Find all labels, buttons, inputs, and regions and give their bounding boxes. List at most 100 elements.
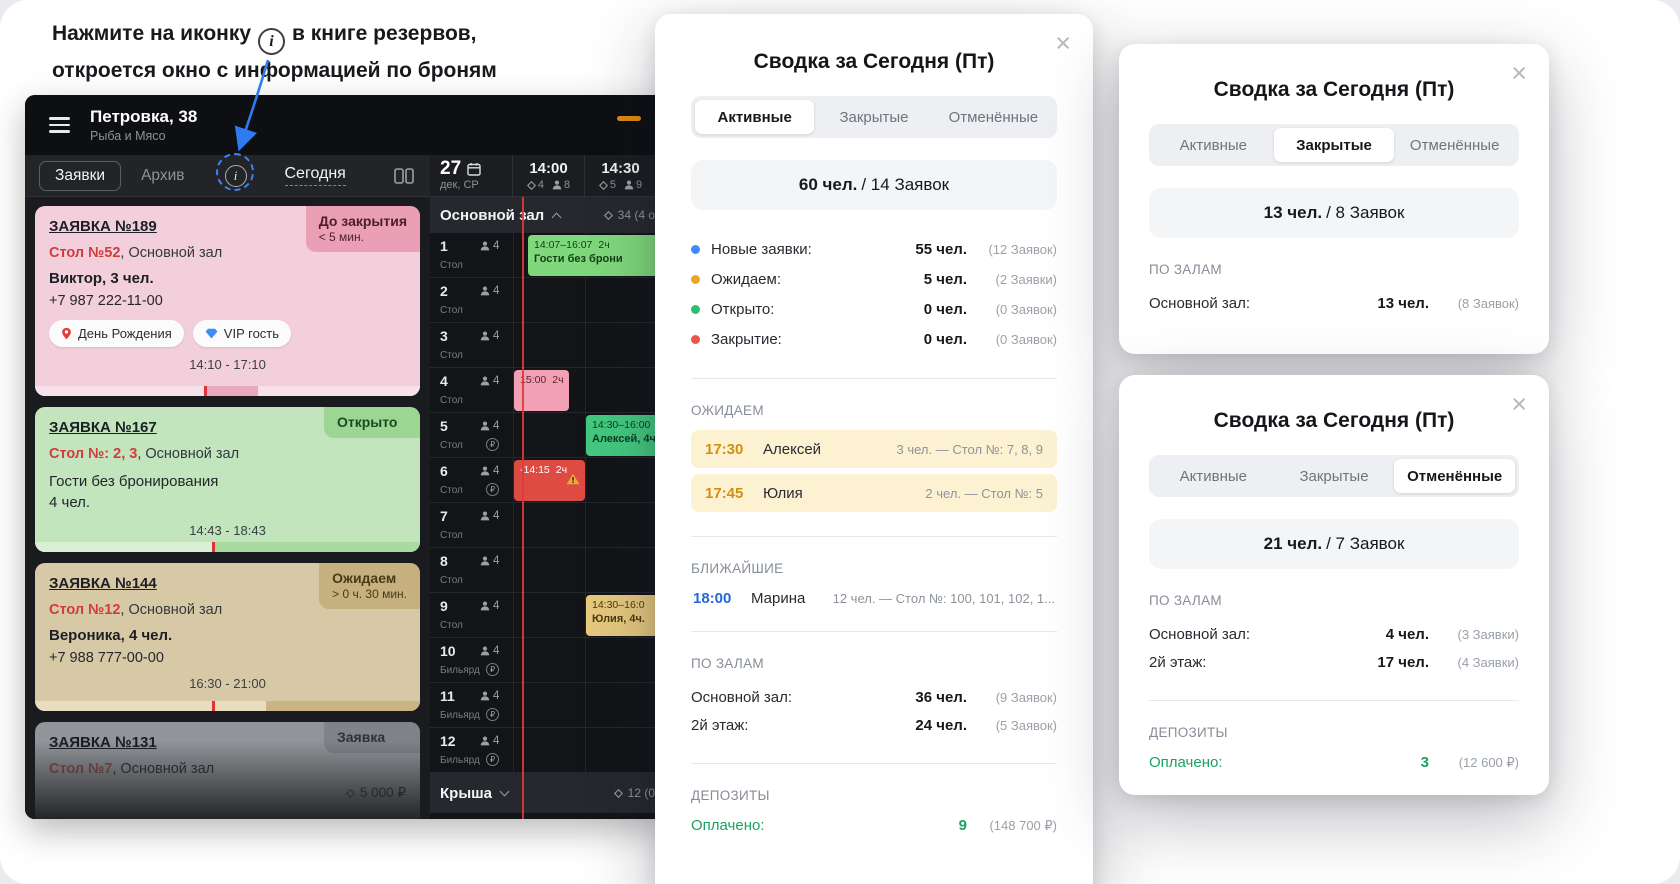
reservation-app-window: Петровка, 38 Рыба и Мясо Заявки Архив i … [25, 95, 665, 819]
card-table: Стол №12, Основной зал [49, 602, 223, 618]
hall-value: 24 чел. [915, 716, 967, 734]
summary-total: 21 чел./ 7 Заявок [1149, 519, 1519, 569]
close-icon[interactable]: × [1055, 28, 1071, 58]
table-row[interactable]: 4 Стол 4 ₽ [430, 368, 665, 413]
waiting-row: 17:30 Алексей 3 чел. — Стол №: 7, 8, 9 [691, 430, 1057, 468]
table-row[interactable]: 5 Стол 4 ₽ [430, 413, 665, 458]
chevron-up-icon [551, 212, 562, 222]
section-title-waiting: ОЖИДАЕМ [691, 403, 764, 418]
stat-label: Ожидаем: [711, 270, 781, 288]
booking-block-overdue[interactable]: -14:15 2ч [514, 460, 585, 501]
tab-cancelled[interactable]: Отменённые [1394, 459, 1516, 493]
summary-modal-active: × Сводка за Сегодня (Пт) Активные Закрыт… [655, 14, 1093, 884]
table-label: Бильярд [440, 665, 480, 676]
timetable-date[interactable]: 27 дек, СР [430, 155, 513, 196]
waiting-note: 2 чел. — Стол №: 5 [925, 485, 1043, 501]
close-icon[interactable]: × [1511, 389, 1527, 419]
tab-archive[interactable]: Архив [141, 166, 185, 184]
tab-closed[interactable]: Закрытые [839, 108, 909, 126]
booking-block[interactable]: 14:07–16:07 2ч Гости без брони [528, 235, 665, 276]
deposit-rub-icon: ₽ [486, 708, 499, 721]
summary-modal-closed: × Сводка за Сегодня (Пт) Активные Закрыт… [1119, 44, 1549, 354]
table-seats: 4 [480, 240, 499, 252]
table-row[interactable]: 12 Бильярд 4 ₽ [430, 728, 665, 773]
reservation-card-167[interactable]: Открыто ЗАЯВКА №167 Стол №: 2, 3, Основн… [35, 407, 420, 552]
deposit-note: (12 600 ₽) [1458, 754, 1519, 770]
tab-closed[interactable]: Закрытые [1299, 467, 1369, 485]
reservation-card-131[interactable]: Заявка ЗАЯВКА №131 Стол №7, Основной зал… [35, 722, 420, 819]
stat-value: 5 чел. [923, 270, 967, 288]
date-selector[interactable]: Сегодня [284, 165, 346, 186]
waiting-name: Алексей [763, 440, 822, 458]
card-guest: Гости без бронирования 4 чел. [49, 473, 219, 511]
tab-active[interactable]: Активные [1179, 467, 1248, 485]
reservation-card-144[interactable]: Ожидаем > 0 ч. 30 мин. ЗАЯВКА №144 Стол … [35, 563, 420, 711]
tab-cancelled[interactable]: Отменённые [948, 108, 1039, 126]
tab-cancelled[interactable]: Отменённые [1409, 136, 1500, 154]
status-stats: Новые заявки: 55 чел. (12 Заявок) Ожидае… [691, 234, 1057, 354]
table-row[interactable]: 6 Стол 4 ₽ [430, 458, 665, 503]
view-switch-icon[interactable] [394, 167, 414, 184]
table-row[interactable]: 10 Бильярд 4 ₽ [430, 638, 665, 683]
app-header: Петровка, 38 Рыба и Мясо [25, 95, 665, 155]
table-row[interactable]: 9 Стол 4 ₽ [430, 593, 665, 638]
person-icon [480, 286, 490, 296]
summary-total: 60 чел./ 14 Заявок [691, 160, 1057, 210]
tab-active[interactable]: Активные [695, 100, 815, 134]
zone-header-main[interactable]: Основной зал 34 (4 о [430, 197, 665, 233]
tag-vip: VIP гость [192, 320, 292, 347]
tab-requests[interactable]: Заявки [39, 160, 122, 191]
deposit-diamond-icon [603, 210, 613, 220]
stat-row: Новые заявки: 55 чел. (12 Заявок) [691, 234, 1057, 264]
card-number[interactable]: ЗАЯВКА №189 [49, 218, 157, 235]
halls-list: Основной зал: 13 чел. (8 Заявок) [1149, 289, 1519, 317]
modal-tabs: Активные Закрытые Отменённые [691, 96, 1057, 138]
table-label: Стол [440, 575, 463, 586]
table-row[interactable]: 8 Стол 4 ₽ [430, 548, 665, 593]
table-row[interactable]: 7 Стол 4 ₽ [430, 503, 665, 548]
card-number[interactable]: ЗАЯВКА №131 [49, 734, 157, 751]
table-row[interactable]: 1 Стол 4 ₽ [430, 233, 665, 278]
card-tags: День Рождения VIP гость [49, 320, 406, 347]
table-label: Стол [440, 260, 463, 271]
close-icon[interactable]: × [1511, 58, 1527, 88]
reservation-card-189[interactable]: До закрытия < 5 мин. ЗАЯВКА №189 Стол №5… [35, 206, 420, 396]
waiting-time: 17:30 [705, 440, 744, 458]
card-time-range: 16:30 - 21:00 [189, 676, 266, 691]
zone-header-roof[interactable]: Крыша 12 (0 [430, 773, 665, 813]
time-column-1400: 14:00 4 8 [513, 155, 585, 196]
waiting-name: Юлия [763, 484, 803, 502]
card-table: Стол №: 2, 3, Основной зал [49, 446, 240, 462]
table-number: 10 [440, 643, 456, 659]
tab-closed[interactable]: Закрытые [1273, 128, 1395, 162]
person-icon [480, 241, 490, 251]
waiting-list: 17:30 Алексей 3 чел. — Стол №: 7, 8, 9 1… [691, 430, 1057, 512]
section-title-halls: ПО ЗАЛАМ [1149, 262, 1222, 277]
booking-block[interactable]: 14:30–16:0 Юлия, 4ч. [586, 595, 665, 636]
booking-block[interactable]: 14:30–16:00 Алексей, 4ч [586, 415, 665, 456]
menu-icon[interactable] [49, 117, 70, 133]
table-row[interactable]: 3 Стол 4 ₽ [430, 323, 665, 368]
card-number[interactable]: ЗАЯВКА №144 [49, 575, 157, 592]
deposit-label: Оплачено: [1149, 754, 1223, 771]
tab-active[interactable]: Активные [1179, 136, 1248, 154]
hall-value: 13 чел. [1377, 294, 1429, 312]
status-dot [691, 274, 700, 284]
table-label: Стол [440, 305, 463, 316]
table-row[interactable]: 2 Стол 4 ₽ [430, 278, 665, 323]
deposit-rub-icon: ₽ [486, 663, 499, 676]
tag-birthday: День Рождения [49, 320, 184, 347]
card-time-range: 14:43 - 18:43 [189, 523, 266, 538]
table-row[interactable]: 11 Бильярд 4 ₽ [430, 683, 665, 728]
table-label: Стол [440, 395, 463, 406]
hall-row: Основной зал: 36 чел. (9 Заявок) [691, 683, 1057, 711]
table-number: 6 [440, 463, 448, 479]
stat-row: Ожидаем: 5 чел. (2 Заявки) [691, 264, 1057, 294]
deposit-diamond-icon [598, 180, 608, 190]
status-badge: Ожидаем > 0 ч. 30 мин. [319, 563, 420, 609]
deposit-rub-icon: ₽ [486, 753, 499, 766]
card-number[interactable]: ЗАЯВКА №167 [49, 419, 157, 436]
grid-line [585, 233, 586, 773]
stat-note: (0 Заявок) [995, 331, 1057, 347]
